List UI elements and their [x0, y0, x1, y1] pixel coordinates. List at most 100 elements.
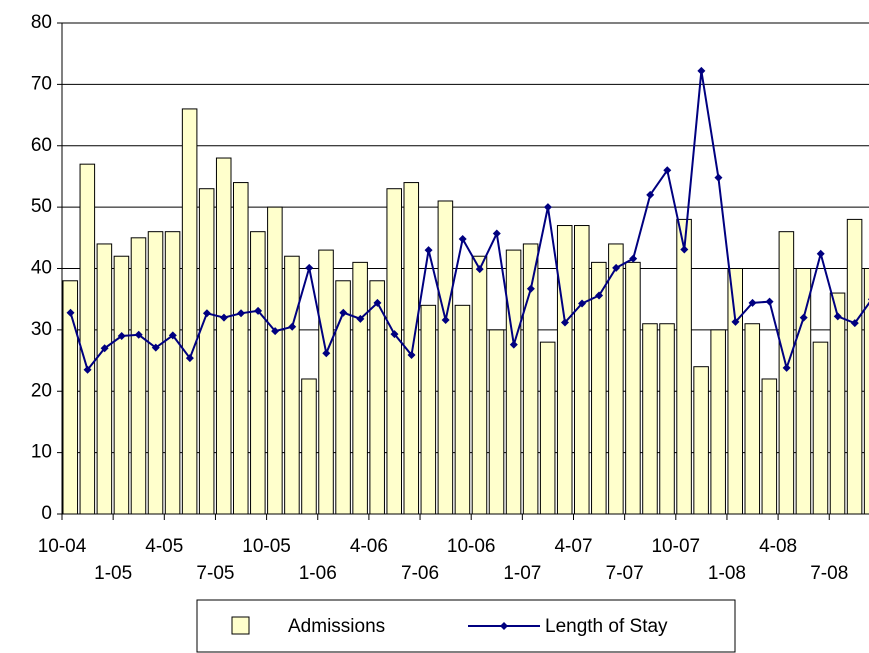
marker — [305, 263, 314, 272]
marker — [322, 349, 331, 358]
marker — [219, 313, 228, 322]
marker — [782, 363, 791, 372]
x-tick-label: 1-06 — [299, 563, 337, 584]
bar — [846, 218, 863, 515]
marker — [117, 332, 126, 341]
legend-label: Admissions — [288, 616, 385, 637]
bar — [369, 280, 385, 515]
marker — [731, 317, 740, 326]
legend: Admissions Length of Stay — [231, 616, 668, 637]
bar — [318, 249, 334, 515]
marker — [441, 316, 450, 325]
bar — [829, 292, 846, 515]
bar — [198, 188, 215, 515]
marker — [185, 354, 194, 363]
bar — [130, 237, 147, 515]
line — [69, 70, 869, 372]
marker — [271, 327, 280, 336]
bar — [659, 323, 675, 515]
legend-box — [196, 599, 736, 653]
bar — [710, 329, 726, 515]
bar — [164, 231, 181, 515]
bar — [676, 218, 692, 515]
y-tick-label: 10 — [31, 442, 52, 463]
y-tick-label: 30 — [31, 319, 52, 340]
x-tick-label: 10-07 — [651, 536, 700, 557]
bar — [863, 268, 869, 515]
bar — [181, 108, 198, 515]
marker — [612, 263, 621, 272]
marker — [475, 265, 484, 274]
bar — [812, 341, 829, 515]
marker — [492, 229, 501, 238]
y-tick-label: 0 — [41, 503, 52, 524]
bar — [625, 261, 641, 515]
marker — [526, 284, 535, 293]
x-tick-label: 4-07 — [554, 536, 592, 557]
x-tick-label: 1-07 — [503, 563, 541, 584]
bar — [233, 182, 249, 515]
marker — [100, 344, 109, 353]
bar — [727, 268, 744, 515]
bar — [352, 261, 368, 515]
x-tick-label: 4-05 — [145, 536, 183, 557]
marker — [407, 351, 416, 360]
marker — [543, 203, 552, 212]
bar — [437, 200, 454, 515]
x-tick-label: 7-05 — [196, 563, 234, 584]
marker — [83, 365, 92, 374]
marker — [458, 235, 467, 244]
bar — [539, 341, 556, 515]
bar — [79, 163, 96, 515]
bar — [113, 255, 130, 515]
x-tick-label: 10-04 — [38, 536, 87, 557]
legend-label: Length of Stay — [545, 616, 668, 637]
bar — [505, 249, 522, 515]
marker — [765, 297, 774, 306]
marker — [288, 322, 297, 331]
bar — [284, 255, 300, 515]
bar — [761, 378, 778, 515]
bar — [574, 225, 590, 515]
x-tick-label: 1-08 — [708, 563, 746, 584]
marker — [424, 246, 433, 255]
marker — [339, 308, 348, 317]
bar — [591, 261, 607, 515]
y-tick-label: 80 — [31, 12, 52, 33]
bar — [778, 231, 795, 515]
marker — [390, 330, 399, 339]
marker — [151, 343, 160, 352]
x-tick-label: 7-06 — [401, 563, 439, 584]
x-tick-label: 1-05 — [94, 563, 132, 584]
marker — [816, 249, 825, 258]
y-tick-label: 40 — [31, 258, 52, 279]
bar — [642, 323, 658, 515]
bar — [250, 231, 266, 515]
marker — [629, 254, 638, 263]
marker — [850, 319, 859, 328]
bar — [386, 188, 403, 515]
x-tick-label: 10-05 — [242, 536, 291, 557]
y-tick-label: 60 — [31, 135, 52, 156]
marker — [646, 190, 655, 199]
x-tick-label: 4-08 — [759, 536, 797, 557]
bar — [420, 304, 437, 515]
marker — [202, 309, 211, 318]
marker — [134, 330, 143, 339]
marker — [254, 306, 263, 315]
x-tick-label: 7-08 — [810, 563, 848, 584]
marker — [833, 312, 842, 321]
bar — [96, 243, 113, 515]
marker — [560, 318, 569, 327]
y-tick-label: 20 — [31, 380, 52, 401]
bar — [215, 157, 232, 515]
bar — [795, 268, 812, 515]
bar — [471, 255, 488, 515]
x-tick-label: 7-07 — [606, 563, 644, 584]
bar — [147, 231, 164, 515]
marker — [799, 313, 808, 322]
marker — [373, 298, 382, 307]
bar — [608, 243, 624, 515]
legend-swatch — [231, 616, 250, 635]
bar — [301, 378, 317, 515]
